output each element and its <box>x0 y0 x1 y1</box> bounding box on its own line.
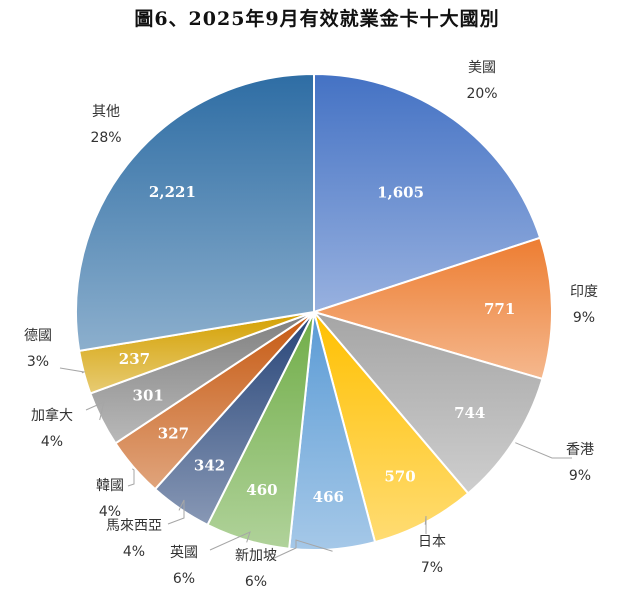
chart-title: 圖6、2025年9月有效就業金卡十大國別 <box>134 8 500 30</box>
data-label: 237 <box>119 350 150 368</box>
category-label: 韓國 <box>96 478 124 494</box>
data-label: 466 <box>313 488 344 506</box>
leader-line <box>209 531 251 551</box>
pie-slice <box>75 72 315 353</box>
category-label: 其他 <box>92 104 120 120</box>
percent-label: 6% <box>173 571 195 587</box>
category-label: 印度 <box>570 284 598 300</box>
percent-label: 9% <box>569 468 591 484</box>
category-label: 美國 <box>468 60 496 76</box>
data-label: 2,221 <box>149 183 196 201</box>
leader-line <box>85 401 105 421</box>
percent-label: 4% <box>41 434 63 450</box>
category-label: 新加坡 <box>235 548 277 564</box>
percent-label: 28% <box>90 130 121 146</box>
category-label: 馬來西亞 <box>106 518 162 534</box>
leader-line <box>167 499 185 525</box>
category-label: 日本 <box>418 534 446 550</box>
pie-slice <box>310 236 553 381</box>
leader-line <box>424 515 427 534</box>
leader-line <box>59 367 86 374</box>
percent-label: 4% <box>123 544 145 560</box>
category-label: 德國 <box>24 328 52 344</box>
data-label: 744 <box>454 404 485 422</box>
data-label: 327 <box>158 424 189 442</box>
category-label: 英國 <box>170 544 198 561</box>
category-label: 加拿大 <box>31 407 73 424</box>
percent-label: 6% <box>245 574 267 590</box>
data-label: 301 <box>133 387 164 405</box>
percent-label: 3% <box>27 354 49 370</box>
category-label: 香港 <box>566 442 594 458</box>
data-label: 342 <box>194 456 225 474</box>
pie-slice <box>313 311 470 544</box>
pie-slice <box>313 72 542 314</box>
data-label: 771 <box>484 300 515 318</box>
percent-label: 20% <box>466 86 497 102</box>
percent-label: 4% <box>99 504 121 520</box>
percent-label: 7% <box>421 560 443 576</box>
percent-label: 9% <box>573 310 595 326</box>
leader-line <box>127 468 135 487</box>
leader-line <box>515 442 572 459</box>
data-label: 1,605 <box>377 183 424 201</box>
data-label: 570 <box>384 467 415 485</box>
leader-line <box>269 539 333 561</box>
data-label: 460 <box>246 481 277 499</box>
pie-slice <box>311 310 544 495</box>
